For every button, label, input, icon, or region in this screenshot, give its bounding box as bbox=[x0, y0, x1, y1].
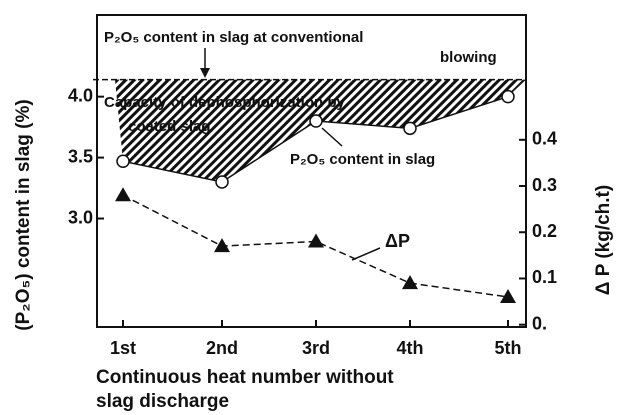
arrow bbox=[351, 247, 381, 261]
point bbox=[402, 275, 418, 290]
y2-axis-label: Δ P (kg/ch.t) bbox=[593, 185, 614, 295]
x-axis-label: Continuous heat number without bbox=[96, 367, 394, 388]
arrow bbox=[321, 127, 343, 147]
point bbox=[501, 89, 515, 104]
point bbox=[115, 187, 131, 202]
point bbox=[500, 288, 516, 303]
point bbox=[214, 238, 230, 253]
y2-tick-label: 0.3 bbox=[532, 175, 557, 195]
annotation: P₂O₅ content in slag bbox=[290, 151, 435, 168]
y2-tick-label: 0. bbox=[532, 313, 547, 333]
series-line bbox=[122, 194, 509, 298]
point bbox=[309, 114, 323, 128]
arrow-head bbox=[200, 68, 210, 78]
point bbox=[403, 121, 417, 136]
annotation: ΔP bbox=[385, 231, 410, 251]
hatched-area bbox=[115, 79, 526, 182]
y-tick-label: 4.0 bbox=[68, 85, 93, 105]
y2-tick-label: 0.2 bbox=[532, 221, 557, 241]
x-tick-label: 2nd bbox=[206, 338, 238, 358]
plot-frame bbox=[96, 14, 527, 328]
annotation: P₂O₅ content in slag at conventional bbox=[104, 29, 363, 46]
point bbox=[308, 233, 324, 248]
y2-tick-label: 0.1 bbox=[532, 267, 557, 287]
y-axis-label: (P₂O₅) content in slag (%) bbox=[13, 99, 34, 330]
x-tick-label: 4th bbox=[397, 338, 424, 358]
point bbox=[116, 154, 130, 168]
x-tick-label: 3rd bbox=[302, 338, 330, 358]
y-tick-label: 3.5 bbox=[68, 146, 93, 166]
y2-tick-label: 0.4 bbox=[532, 129, 557, 149]
x-axis-label: slag discharge bbox=[96, 391, 229, 412]
y-tick-label: 3.0 bbox=[68, 207, 93, 227]
annotation: coated slag bbox=[128, 118, 211, 135]
point bbox=[215, 175, 229, 189]
annotation: blowing bbox=[440, 49, 497, 66]
x-tick-label: 1st bbox=[110, 338, 136, 358]
annotation: Capacity of dephosphorization by bbox=[104, 94, 346, 111]
x-tick-label: 5th bbox=[495, 338, 522, 358]
